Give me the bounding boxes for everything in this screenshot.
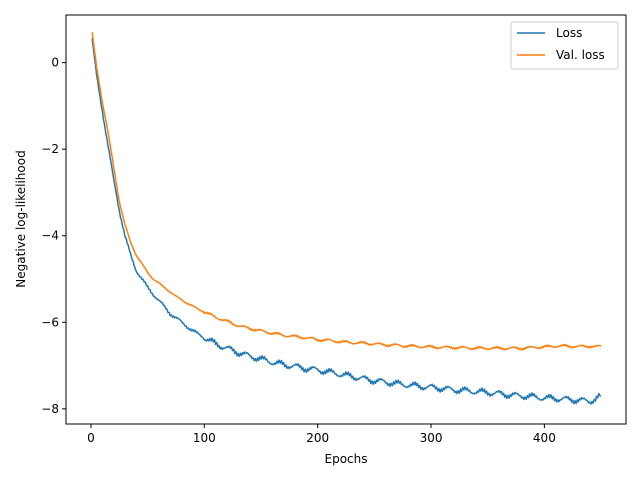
series-line-val-loss bbox=[91, 31, 602, 351]
x-tick-label: 200 bbox=[306, 431, 329, 445]
legend-label-loss: Loss bbox=[556, 26, 582, 40]
y-tick-label: 0 bbox=[51, 56, 59, 70]
legend-label-val-loss: Val. loss bbox=[556, 48, 605, 62]
y-axis-label: Negative log-likelihood bbox=[14, 150, 28, 287]
x-tick-label: 100 bbox=[193, 431, 216, 445]
y-tick-label: −4 bbox=[41, 229, 59, 243]
series-layer bbox=[91, 31, 602, 405]
y-tick-label: −2 bbox=[41, 142, 59, 156]
legend: Loss Val. loss bbox=[510, 21, 619, 70]
axes-layer: 0 100 200 300 400 0 −2 −4 −6 −8 bbox=[41, 56, 556, 445]
plot-frame bbox=[65, 14, 627, 425]
series-line-loss bbox=[91, 38, 602, 405]
x-tick-label: 400 bbox=[533, 431, 556, 445]
x-tick-label: 0 bbox=[87, 431, 95, 445]
x-axis-label: Epochs bbox=[325, 452, 368, 466]
y-tick-label: −8 bbox=[41, 402, 59, 416]
x-tick-label: 300 bbox=[420, 431, 443, 445]
y-tick-label: −6 bbox=[41, 315, 59, 329]
